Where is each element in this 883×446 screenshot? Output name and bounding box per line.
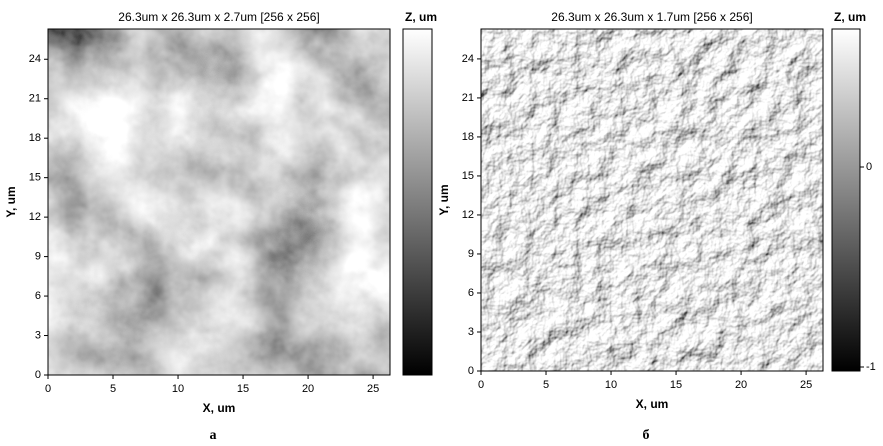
y-tick-label: 12 [29, 211, 41, 223]
x-axis-label: X, um [636, 397, 669, 411]
y-tick-label: 3 [35, 329, 41, 341]
y-tick-label: 21 [462, 92, 474, 104]
chart-title: 26.3um x 26.3um x 2.7um [256 x 256] [118, 10, 319, 24]
y-tick-label: 3 [468, 326, 474, 338]
x-tick-label: 10 [605, 379, 617, 391]
y-tick-label: 0 [35, 369, 41, 381]
chart-title: 26.3um x 26.3um x 1.7um [256 x 256] [551, 10, 752, 24]
y-tick-label: 6 [35, 290, 41, 302]
y-tick-label: 18 [462, 131, 474, 143]
y-axis-label: Y, um [4, 186, 18, 217]
y-tick-label: 12 [462, 209, 474, 221]
y-tick-label: 9 [468, 248, 474, 260]
figure: 26.3um x 26.3um x 2.7um [256 x 256] 0 5 10 1… [0, 0, 883, 446]
colorbar-label: Z, um [834, 10, 866, 24]
y-tick-label: 0 [468, 365, 474, 377]
colorbar [832, 29, 860, 371]
y-tick-label: 15 [29, 172, 41, 184]
caption: а [210, 428, 217, 443]
caption: б [643, 428, 650, 443]
colorbar-tick-label: 0 [866, 161, 872, 173]
x-tick-label: 0 [45, 383, 51, 395]
y-tick-label: 9 [35, 251, 41, 263]
x-tick-label: 15 [670, 379, 682, 391]
x-tick-label: 20 [302, 383, 314, 395]
y-tick-label: 24 [462, 53, 474, 65]
x-tick-label: 15 [237, 383, 249, 395]
y-tick-label: 24 [29, 53, 41, 65]
colorbar [403, 29, 432, 375]
y-tick-label: 21 [29, 93, 41, 105]
x-tick-label: 25 [367, 383, 379, 395]
x-tick-label: 5 [543, 379, 549, 391]
x-tick-label: 20 [735, 379, 747, 391]
colorbar-tick-label: -1 [866, 361, 876, 373]
afm-image [481, 29, 823, 371]
y-tick-label: 18 [29, 132, 41, 144]
x-tick-label: 25 [800, 379, 812, 391]
x-tick-label: 0 [478, 379, 484, 391]
y-tick-label: 15 [462, 170, 474, 182]
y-axis-label: Y, um [437, 184, 451, 215]
afm-image [48, 29, 390, 375]
x-tick-label: 5 [110, 383, 116, 395]
colorbar-label: Z, um [405, 10, 437, 24]
y-tick-label: 6 [468, 287, 474, 299]
x-axis-label: X, um [203, 401, 236, 415]
x-tick-label: 10 [172, 383, 184, 395]
